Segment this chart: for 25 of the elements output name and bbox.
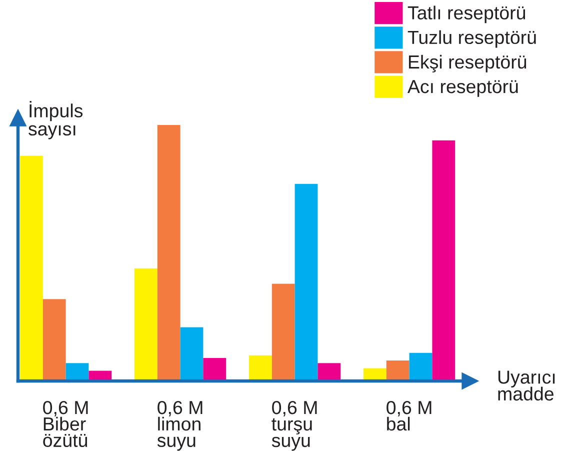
bar <box>134 268 158 381</box>
bar <box>180 327 204 381</box>
bar <box>272 284 295 381</box>
bar <box>20 156 43 381</box>
bar <box>318 363 341 381</box>
legend-label: Acı reseptörü <box>407 80 518 97</box>
x-tick-label: 0,6 M Biber özütü <box>43 400 88 447</box>
legend-label: Tatlı reseptörü <box>408 6 526 24</box>
x-tick-label: 0,6 M limon suyu <box>157 400 202 451</box>
bar <box>157 125 180 381</box>
x-tick-label: 0,6 M bal <box>386 400 432 431</box>
x-tick-label: 0,6 M turşu suyu <box>272 400 317 451</box>
legend-label: Tuzlu reseptörü <box>408 30 536 48</box>
bar <box>203 358 226 381</box>
bar <box>42 299 66 381</box>
legend-label: Ekşi reseptörü <box>408 54 526 72</box>
bar <box>66 363 89 381</box>
y-axis-title: İmpuls sayısı <box>28 101 83 140</box>
bar <box>409 352 432 381</box>
bar <box>294 184 318 381</box>
bar <box>249 355 272 381</box>
bar <box>386 360 410 381</box>
bar <box>432 140 456 381</box>
bar <box>364 368 386 381</box>
x-axis-title: Uyarıcı madde <box>498 370 555 401</box>
